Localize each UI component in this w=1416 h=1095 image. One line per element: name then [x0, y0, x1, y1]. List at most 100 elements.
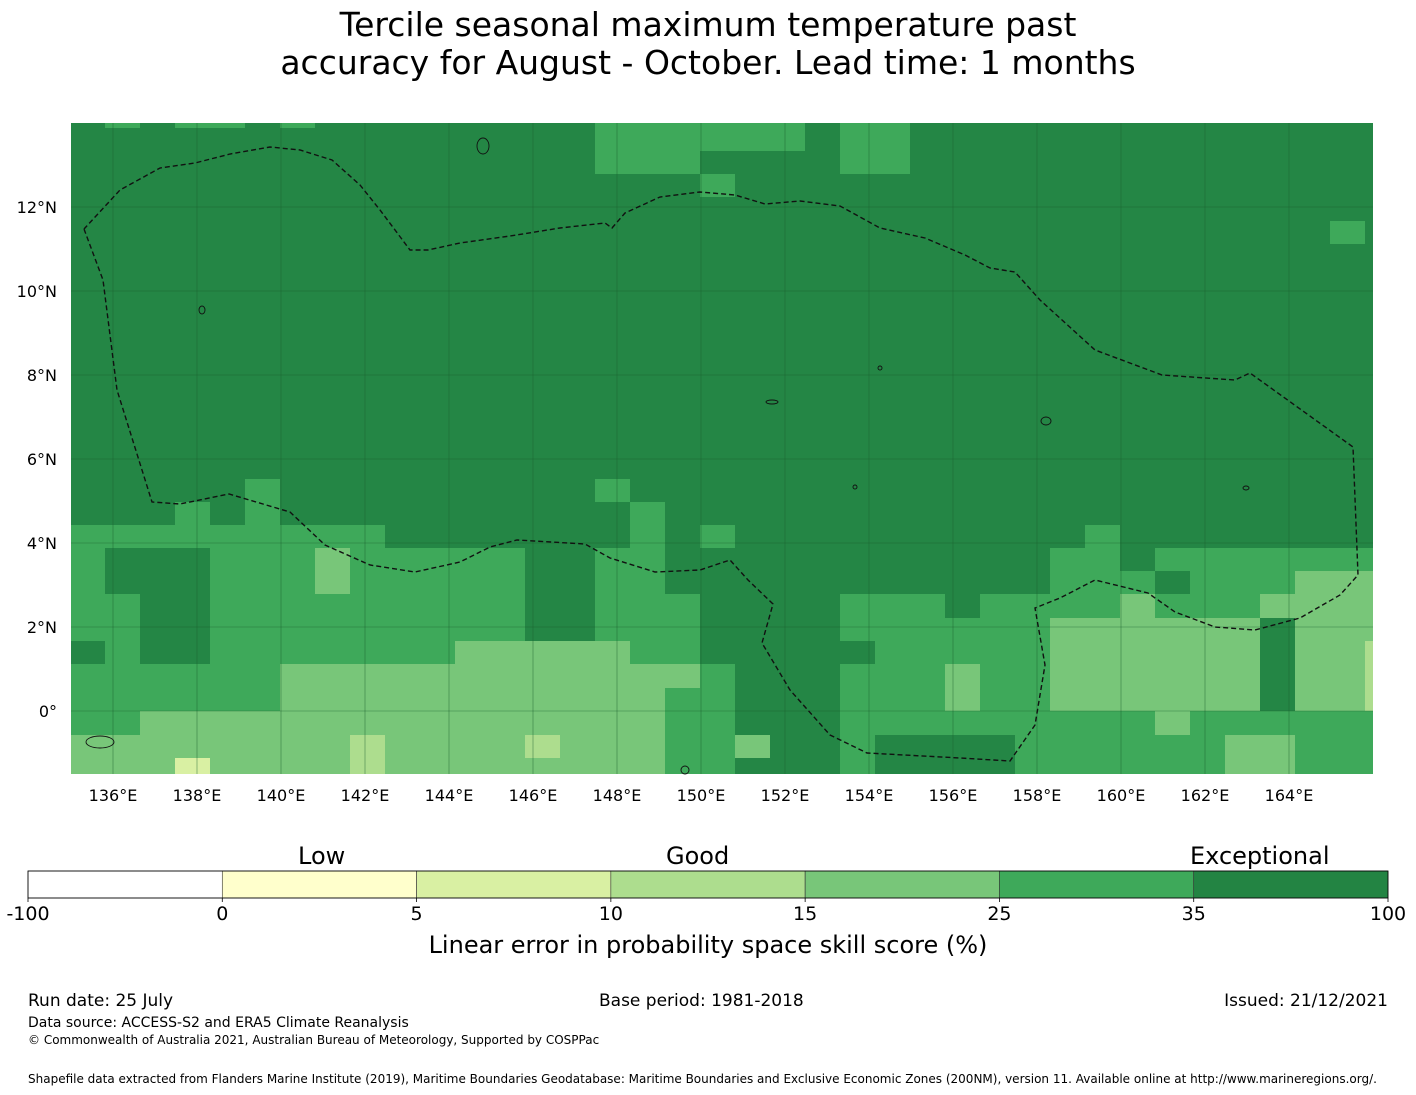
lon-tick-label: 164°E: [1265, 786, 1314, 805]
region-good-east5: [1225, 735, 1295, 774]
title-line-1: Tercile seasonal maximum temperature pas…: [339, 5, 1077, 44]
region-very-good-edge: [105, 123, 140, 128]
region-good-patch2: [945, 664, 980, 711]
region-very-good-mid4: [175, 502, 210, 525]
lat-tick-label: 6°N: [27, 450, 57, 469]
region-exceptional-mid5: [770, 594, 840, 664]
colorbar-segment: [27, 870, 223, 899]
colorbar-segment: [999, 870, 1195, 899]
region-good-west2: [71, 735, 140, 774]
colorbar-segment: [610, 870, 806, 899]
copyright: © Commonwealth of Australia 2021, Austra…: [28, 1033, 600, 1047]
latitude-tick-labels: 12°N 10°N 8°N 6°N 4°N 2°N 0°: [17, 198, 57, 721]
region-very-good-mid3: [245, 479, 280, 525]
skill-score-cells: [71, 123, 1373, 774]
region-exceptional-east3: [1260, 618, 1295, 711]
island-outline: [1040, 416, 1052, 426]
island-outline: [476, 137, 490, 155]
island-outlines: [85, 137, 1250, 775]
colorbar-tick-label: 0: [216, 903, 228, 925]
island-outline: [765, 399, 779, 405]
colorbar-tick-label: 35: [1182, 903, 1206, 925]
eez-boundary: [83, 146, 1359, 762]
region-fair-patch2: [525, 735, 560, 758]
lon-tick-label: 144°E: [425, 786, 474, 805]
region-good-east2: [1120, 594, 1155, 618]
region-very-good-north4: [700, 174, 735, 197]
region-very-good-mid5: [700, 525, 735, 548]
island-outline: [1242, 485, 1250, 491]
region-good-east3: [1295, 571, 1373, 711]
region-good-patch: [315, 548, 350, 594]
colorbar-tick-label: 5: [411, 903, 423, 925]
colorbar-tick-label: 100: [1370, 903, 1406, 925]
lon-tick-label: 146°E: [509, 786, 558, 805]
colorbar-tick-labels: -100 0 5 10 15 25 35 100: [6, 898, 1406, 925]
region-exceptional-east2: [1155, 571, 1190, 594]
lat-tick-label: 4°N: [27, 534, 57, 553]
base-period: Base period: 1981-2018: [599, 991, 804, 1011]
region-very-good-north2: [700, 123, 805, 151]
chart-title: Tercile seasonal maximum temperature pas…: [0, 6, 1416, 82]
lon-tick-label: 150°E: [677, 786, 726, 805]
region-exceptional-west2: [140, 594, 210, 664]
region-fair-patch: [350, 735, 385, 774]
lon-tick-label: 136°E: [89, 786, 138, 805]
region-exceptional-mid: [525, 548, 595, 641]
colorbar-label: Linear error in probability space skill …: [428, 931, 988, 959]
lat-tick-label: 2°N: [27, 618, 57, 637]
map-gridlines: [71, 123, 1373, 774]
longitude-tick-labels: 136°E 138°E 140°E 142°E 144°E 146°E 148°E 150°E…: [89, 786, 1314, 805]
lon-tick-label: 148°E: [593, 786, 642, 805]
lon-tick-label: 138°E: [173, 786, 222, 805]
island-outline: [85, 735, 115, 749]
lat-tick-label: 12°N: [17, 198, 57, 217]
region-exceptional-dot: [945, 594, 980, 618]
region-good-east6: [1260, 594, 1295, 618]
region-good-east: [1050, 618, 1260, 711]
colorbar-category-exceptional: Exceptional: [1190, 842, 1330, 870]
lon-tick-label: 142°E: [341, 786, 390, 805]
region-very-good-edge3: [280, 123, 315, 128]
region-good-patch3: [665, 664, 700, 688]
colorbar-segment: [416, 870, 612, 899]
region-exceptional-edge: [71, 641, 105, 664]
lat-tick-label: 0°: [39, 702, 57, 721]
region-very-good-edge2: [175, 123, 245, 128]
island-outline: [877, 365, 883, 371]
lon-tick-label: 156°E: [929, 786, 978, 805]
island-outline: [680, 765, 690, 775]
lon-tick-label: 140°E: [257, 786, 306, 805]
lat-tick-label: 10°N: [17, 282, 57, 301]
island-outline: [198, 305, 206, 315]
region-very-good-mid: [595, 479, 630, 502]
lon-tick-label: 152°E: [761, 786, 810, 805]
colorbar-segment: [1193, 870, 1389, 899]
issued-date: Issued: 21/12/2021: [1224, 991, 1388, 1011]
run-date: Run date: 25 July: [28, 991, 174, 1011]
colorbar-tick-label: 25: [987, 903, 1011, 925]
colorbar-tick-label: 10: [599, 903, 623, 925]
colorbar-tick-label: 15: [793, 903, 817, 925]
region-exceptional-west: [105, 548, 210, 594]
colorbar: [27, 870, 1389, 899]
region-exceptional-bottom: [875, 735, 1015, 774]
region-good-central2: [455, 641, 630, 664]
region-very-good-north3: [840, 123, 910, 174]
region-very-good-mid6: [1085, 525, 1120, 548]
lon-tick-label: 160°E: [1097, 786, 1146, 805]
lat-tick-label: 8°N: [27, 366, 57, 385]
title-line-2: accuracy for August - October. Lead time…: [280, 43, 1136, 82]
region-very-good-se: [1330, 711, 1365, 774]
colorbar-segment: [804, 870, 1000, 899]
lon-tick-label: 154°E: [845, 786, 894, 805]
region-low-patch: [175, 758, 210, 774]
region-good-east4: [1155, 711, 1190, 735]
lon-tick-label: 162°E: [1181, 786, 1230, 805]
region-exceptional-mid2: [665, 548, 1050, 594]
colorbar-segment: [221, 870, 417, 899]
region-good-patch4: [735, 735, 770, 758]
region-exceptional-mid6: [840, 641, 875, 664]
region-exceptional-east: [1120, 548, 1155, 571]
